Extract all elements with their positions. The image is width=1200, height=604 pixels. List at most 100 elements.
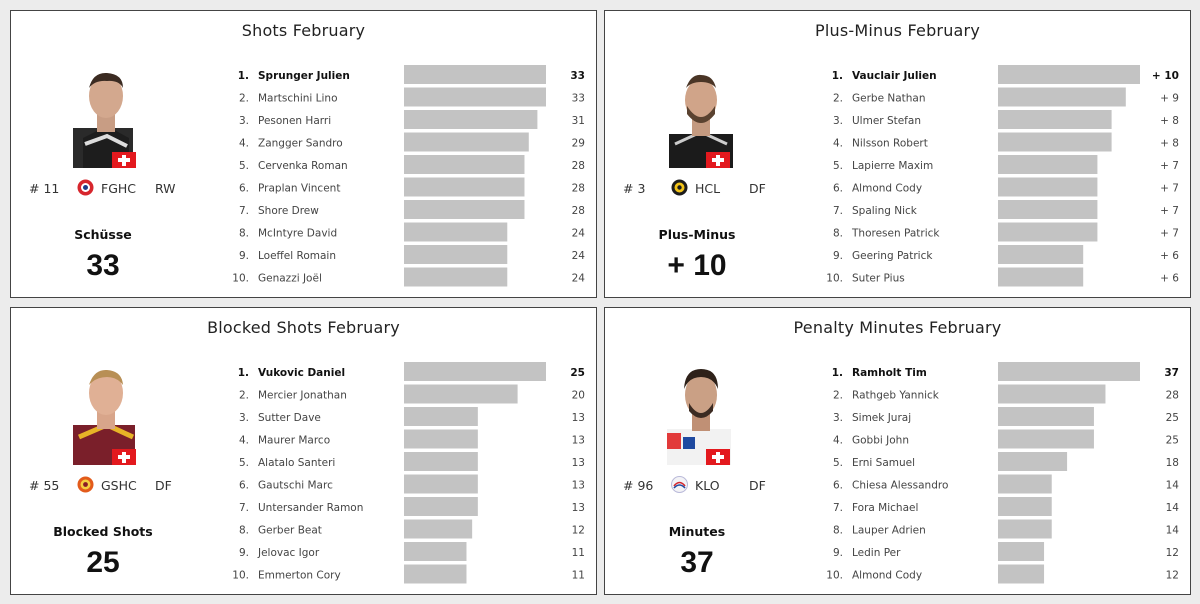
value-label: 37: [1164, 367, 1179, 379]
value-label: + 8: [1160, 115, 1179, 127]
rank-label: 3.: [833, 412, 843, 424]
bar: [404, 177, 525, 197]
value-label: + 6: [1160, 250, 1179, 262]
value-label: 28: [1166, 390, 1179, 402]
player-name-label: Ramholt Tim: [852, 367, 927, 379]
player-name-label: Gerber Beat: [258, 525, 322, 537]
bar: [998, 362, 1140, 381]
rank-label: 2.: [833, 93, 843, 105]
value-label: 18: [1166, 457, 1179, 469]
value-label: 13: [572, 412, 585, 424]
bar: [404, 110, 538, 129]
player-name-label: Spaling Nick: [852, 205, 918, 217]
value-label: + 7: [1160, 205, 1179, 217]
player-name-label: Lapierre Maxim: [852, 160, 933, 172]
bar-chart: 1. Vukovic Daniel 25 2. Mercier Jonathan 20 3.…: [232, 362, 585, 584]
leader-meta: # 96 KLO DF: [605, 476, 805, 496]
player-name-label: Jelovac Igor: [257, 547, 320, 559]
bar: [998, 267, 1084, 287]
player-name-label: Gautschi Marc: [258, 480, 333, 492]
rank-label: 1.: [832, 70, 843, 82]
rank-label: 7.: [833, 502, 843, 514]
bar: [998, 384, 1106, 404]
player-name-label: Praplan Vincent: [258, 183, 340, 195]
player-name-label: Maurer Marco: [258, 435, 330, 447]
value-label: + 9: [1160, 93, 1179, 105]
value-label: 14: [1166, 525, 1180, 537]
bar: [998, 245, 1084, 264]
bar: [998, 132, 1112, 152]
value-label: + 7: [1160, 183, 1179, 195]
value-label: 28: [572, 205, 585, 217]
player-name-label: Shore Drew: [258, 205, 319, 217]
rank-label: 10.: [826, 273, 843, 285]
bar: [998, 474, 1052, 494]
player-position: DF: [749, 478, 766, 493]
value-label: 29: [572, 138, 585, 150]
panel-plus-minus: Plus-Minus February # 3 HCL DF Plus-Minu…: [604, 10, 1191, 298]
metric-value: 25: [86, 546, 120, 579]
panel-blocked-shots: Blocked Shots February # 55 GSHC DF Bloc…: [10, 307, 597, 595]
bar: [998, 222, 1098, 242]
player-name-label: Sprunger Julien: [258, 70, 350, 82]
value-label: 25: [570, 367, 585, 379]
rank-label: 6.: [239, 183, 249, 195]
leader-meta: # 11 FGHC RW: [11, 179, 211, 199]
rank-label: 5.: [833, 160, 843, 172]
jersey-number: # 3: [623, 181, 646, 196]
metric-label: Minutes: [668, 524, 726, 539]
value-label: 13: [572, 435, 585, 447]
rank-label: 1.: [832, 367, 843, 379]
team-name: GSHC: [101, 478, 137, 493]
value-label: 13: [572, 457, 585, 469]
bar-chart: 1. Sprunger Julien 33 2. Martschini Lino 33 3.…: [232, 65, 586, 287]
metric-value: 33: [86, 249, 120, 282]
bar: [404, 542, 467, 561]
rank-label: 4.: [833, 435, 843, 447]
bar: [998, 155, 1098, 174]
bar-chart: 1. Vauclair Julien + 10 2. Gerbe Nathan + 9 3.…: [826, 65, 1179, 287]
player-name-label: Almond Cody: [852, 183, 922, 195]
rank-label: 7.: [833, 205, 843, 217]
hcl-logo-icon: [671, 179, 688, 196]
panel-title: Penalty Minutes February: [793, 318, 1002, 337]
bar: [404, 362, 546, 381]
rank-label: 9.: [239, 250, 249, 262]
rank-label: 5.: [239, 457, 249, 469]
value-label: + 7: [1160, 228, 1179, 240]
value-label: 12: [1166, 547, 1179, 559]
bar: [404, 497, 478, 516]
panel-penalty-minutes: Penalty Minutes February # 96 KLO DF Min…: [604, 307, 1191, 595]
bar: [404, 564, 467, 584]
player-photo: [67, 66, 147, 168]
metric-label: Schüsse: [74, 227, 132, 242]
rank-label: 3.: [833, 115, 843, 127]
value-label: 25: [1166, 435, 1179, 447]
bar: [404, 267, 508, 287]
rank-label: 9.: [239, 547, 249, 559]
rank-label: 4.: [833, 138, 843, 150]
player-name-label: Suter Pius: [852, 273, 905, 285]
value-label: 11: [572, 547, 585, 559]
player-name-label: Chiesa Alessandro: [852, 480, 948, 492]
leader-meta: # 3 HCL DF: [605, 179, 805, 199]
value-label: 24: [572, 228, 586, 240]
rank-label: 9.: [833, 250, 843, 262]
player-name-label: Gobbi John: [852, 435, 909, 447]
rank-label: 10.: [826, 570, 843, 582]
bar: [404, 245, 508, 264]
player-photo: [661, 66, 741, 168]
value-label: 12: [572, 525, 585, 537]
player-photo: [661, 363, 741, 465]
player-name-label: Geering Patrick: [852, 250, 933, 262]
player-position: RW: [155, 181, 176, 196]
rank-label: 6.: [833, 183, 843, 195]
jersey-number: # 11: [29, 181, 60, 196]
player-name-label: Mercier Jonathan: [258, 390, 347, 402]
bar: [998, 177, 1098, 197]
bar: [404, 132, 529, 152]
value-label: 14: [1166, 480, 1180, 492]
rank-label: 5.: [239, 160, 249, 172]
player-name-label: Nilsson Robert: [852, 138, 928, 150]
player-name-label: Emmerton Cory: [258, 570, 341, 582]
